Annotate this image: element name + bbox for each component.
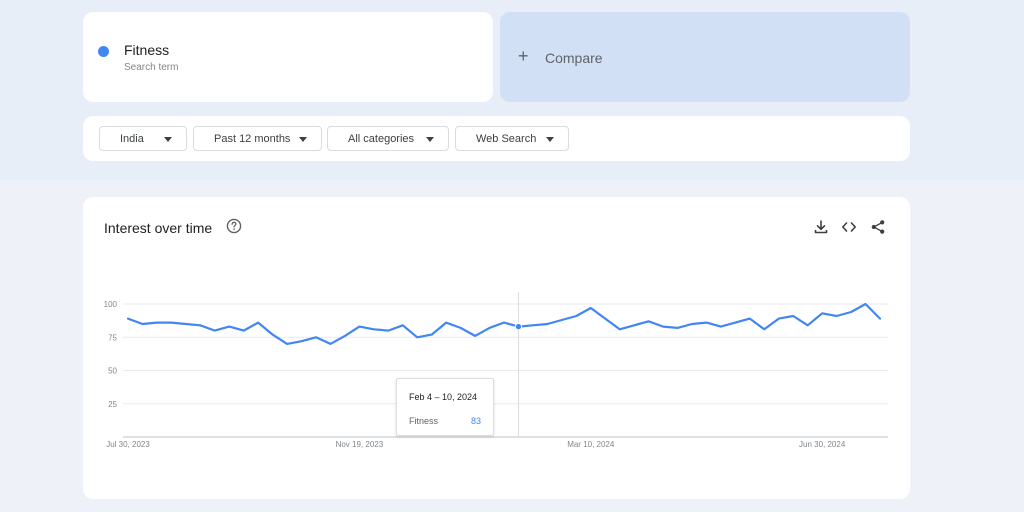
caret-down-icon: [299, 137, 307, 142]
x-tick-label: Mar 10, 2024: [567, 440, 615, 449]
series-color-dot: [98, 46, 109, 57]
interest-over-time-card: Interest over time 25 50 75 100 Jul 30, 202…: [83, 197, 910, 499]
search-term-name[interactable]: Fitness: [124, 42, 170, 58]
caret-down-icon: [164, 137, 172, 142]
compare-label: Compare: [545, 50, 603, 66]
time-filter-dropdown[interactable]: Past 12 months: [193, 126, 322, 151]
search-term-card[interactable]: Fitness Search term: [83, 12, 493, 102]
category-filter-label: All categories: [348, 132, 415, 145]
category-filter-dropdown[interactable]: All categories: [327, 126, 449, 151]
geo-filter-dropdown[interactable]: India: [99, 126, 187, 151]
y-tick-label: 25: [108, 400, 117, 409]
search-term-subtitle: Search term: [124, 62, 179, 73]
share-icon[interactable]: [870, 219, 886, 235]
compare-button[interactable]: + Compare: [500, 12, 910, 102]
interest-line-chart[interactable]: 25 50 75 100 Jul 30, 2023 Nov 19, 2023 Mar 10…: [83, 197, 910, 499]
caret-down-icon: [546, 137, 554, 142]
series-line-fitness[interactable]: [126, 302, 882, 345]
plus-icon: +: [518, 46, 529, 66]
help-icon[interactable]: [226, 218, 242, 234]
geo-filter-label: India: [120, 132, 144, 145]
tooltip-series-name: Fitness: [409, 416, 439, 426]
embed-icon[interactable]: [841, 219, 857, 235]
x-tick-label: Jun 30, 2024: [799, 440, 846, 449]
tooltip-date: Feb 4 – 10, 2024: [409, 392, 478, 402]
filters-bar: India Past 12 months All categories Web …: [83, 116, 910, 161]
download-icon[interactable]: [813, 219, 829, 235]
time-filter-label: Past 12 months: [214, 132, 291, 145]
caret-down-icon: [426, 137, 434, 142]
y-tick-label: 50: [108, 367, 117, 376]
chart-title: Interest over time: [104, 220, 213, 236]
y-tick-label: 100: [104, 300, 118, 309]
chart-tooltip: Feb 4 – 10, 2024 Fitness 83: [396, 378, 494, 436]
property-filter-label: Web Search: [476, 132, 537, 145]
hover-data-point[interactable]: [514, 322, 523, 331]
x-tick-label: Jul 30, 2023: [106, 440, 150, 449]
property-filter-dropdown[interactable]: Web Search: [455, 126, 569, 151]
y-tick-label: 75: [108, 333, 117, 342]
x-tick-label: Nov 19, 2023: [336, 440, 384, 449]
tooltip-series-value: 83: [470, 416, 481, 426]
